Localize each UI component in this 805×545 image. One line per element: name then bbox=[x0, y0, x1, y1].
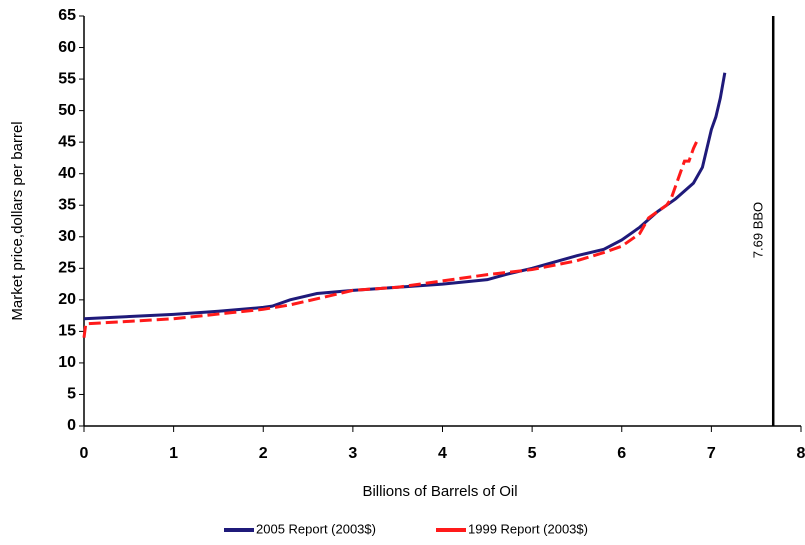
x-tick-label: 0 bbox=[80, 445, 89, 462]
y-tick-label: 10 bbox=[58, 354, 76, 371]
y-tick-label: 60 bbox=[58, 39, 76, 56]
y-tick-label: 25 bbox=[58, 260, 76, 277]
x-tick-label: 3 bbox=[348, 445, 357, 462]
series-line bbox=[82, 138, 700, 338]
x-tick-label: 5 bbox=[528, 445, 537, 462]
y-tick-label: 20 bbox=[58, 291, 76, 308]
y-tick-label: 40 bbox=[58, 165, 76, 182]
x-tick-label: 6 bbox=[617, 445, 626, 462]
legend-label: 1999 Report (2003$) bbox=[468, 521, 588, 536]
y-tick-label: 65 bbox=[58, 7, 76, 24]
y-tick-label: 35 bbox=[58, 196, 76, 213]
y-tick-label: 50 bbox=[58, 102, 76, 119]
x-tick-label: 2 bbox=[259, 445, 268, 462]
y-tick-label: 0 bbox=[67, 417, 76, 434]
y-tick-label: 55 bbox=[58, 70, 76, 87]
x-tick-label: 8 bbox=[797, 445, 805, 462]
x-tick-label: 7 bbox=[707, 445, 716, 462]
y-tick-label: 30 bbox=[58, 228, 76, 245]
x-tick-label: 1 bbox=[169, 445, 178, 462]
x-axis-label: Billions of Barrels of Oil bbox=[362, 483, 517, 500]
y-axis-label: Market price,dollars per barrel bbox=[9, 121, 26, 320]
legend-label: 2005 Report (2003$) bbox=[256, 521, 376, 536]
series-line bbox=[83, 72, 727, 321]
y-tick-label: 45 bbox=[58, 133, 76, 150]
y-tick-label: 15 bbox=[58, 323, 76, 340]
x-tick-label: 4 bbox=[438, 445, 447, 462]
y-tick-label: 5 bbox=[67, 386, 76, 403]
annotation: 7.69 BBO bbox=[751, 202, 766, 258]
